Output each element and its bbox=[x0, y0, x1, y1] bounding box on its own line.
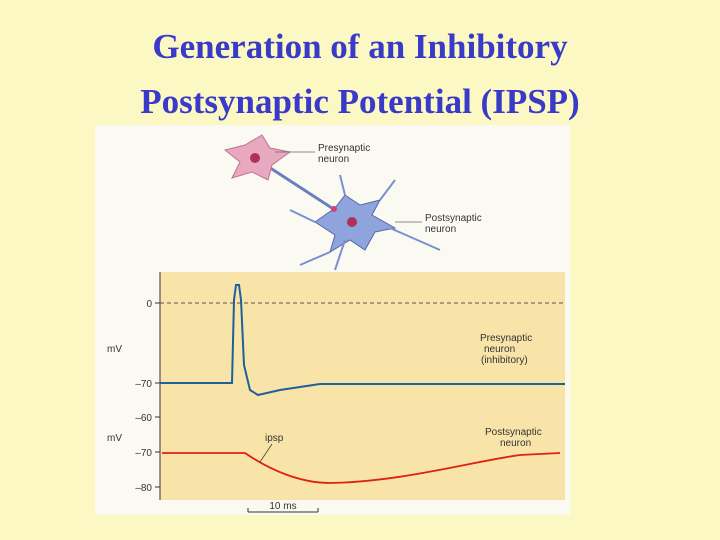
tick-label: –70 bbox=[135, 448, 152, 459]
nucleus bbox=[347, 217, 357, 227]
pointer bbox=[259, 443, 273, 463]
trace-label: Presynaptic bbox=[480, 333, 532, 344]
title-line: Postsynaptic Potential (IPSP) bbox=[140, 82, 579, 121]
unit-label: mV bbox=[107, 433, 122, 444]
tick-label: –70 bbox=[135, 379, 152, 390]
tick-label: –80 bbox=[135, 483, 152, 494]
trace-label: neuron bbox=[500, 438, 531, 449]
presynaptic-trace bbox=[160, 284, 565, 397]
synapse bbox=[331, 206, 337, 212]
label: neuron bbox=[318, 154, 349, 165]
postsynaptic-trace bbox=[162, 452, 561, 484]
scale-label: 10 ms bbox=[269, 501, 296, 512]
tick-label: 0 bbox=[146, 299, 152, 310]
trace-label: neuron bbox=[484, 344, 515, 355]
trace-label: (inhibitory) bbox=[481, 355, 528, 366]
trace-label: Postsynaptic bbox=[485, 427, 542, 438]
unit-label: mV bbox=[107, 344, 122, 355]
label: Presynaptic bbox=[318, 143, 370, 154]
tick-label: –60 bbox=[135, 413, 152, 424]
graph-background bbox=[160, 272, 565, 500]
dendrites bbox=[289, 174, 441, 271]
title-line: Generation of an Inhibitory bbox=[152, 27, 568, 66]
label: Postsynaptic bbox=[425, 213, 482, 224]
label: neuron bbox=[425, 224, 456, 235]
figure: Presynaptic neuron Postsynaptic neuron 0… bbox=[95, 125, 570, 515]
annotation: ipsp bbox=[265, 433, 284, 444]
nucleus bbox=[250, 153, 260, 163]
neuron-diagram: Presynaptic neuron Postsynaptic neuron bbox=[223, 134, 482, 271]
